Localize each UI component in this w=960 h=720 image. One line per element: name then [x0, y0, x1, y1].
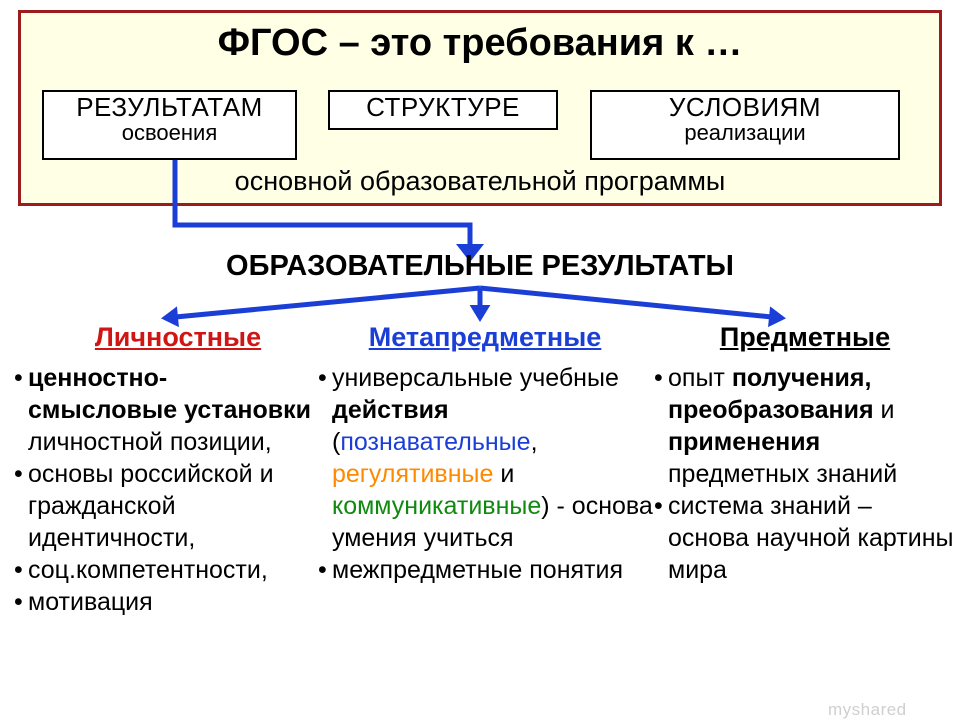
col-subject: опыт получения, преобразования и примене… — [654, 362, 954, 586]
col-personal-item: соц.компетентности, — [14, 554, 316, 586]
col-personal-item: ценностно-смысловые установки личностной… — [14, 362, 316, 458]
col-meta-item: универсальные учебные действия (познават… — [318, 362, 658, 554]
col-personal-item: мотивация — [14, 586, 316, 618]
col-personal: ценностно-смысловые установки личностной… — [14, 362, 316, 618]
col-personal-item: основы российской и гражданской идентичн… — [14, 458, 316, 554]
heading-meta: Метапредметные — [320, 322, 650, 353]
col-meta-item: межпредметные понятия — [318, 554, 658, 586]
heading-subject: Предметные — [660, 322, 950, 353]
col-subject-item: опыт получения, преобразования и примене… — [654, 362, 954, 490]
col-subject-item: система знаний – основа научной картины … — [654, 490, 954, 586]
col-meta: универсальные учебные действия (познават… — [318, 362, 658, 586]
fanout-arrows — [0, 0, 960, 360]
watermark: myshared — [828, 700, 907, 720]
heading-personal: Личностные — [28, 322, 328, 353]
